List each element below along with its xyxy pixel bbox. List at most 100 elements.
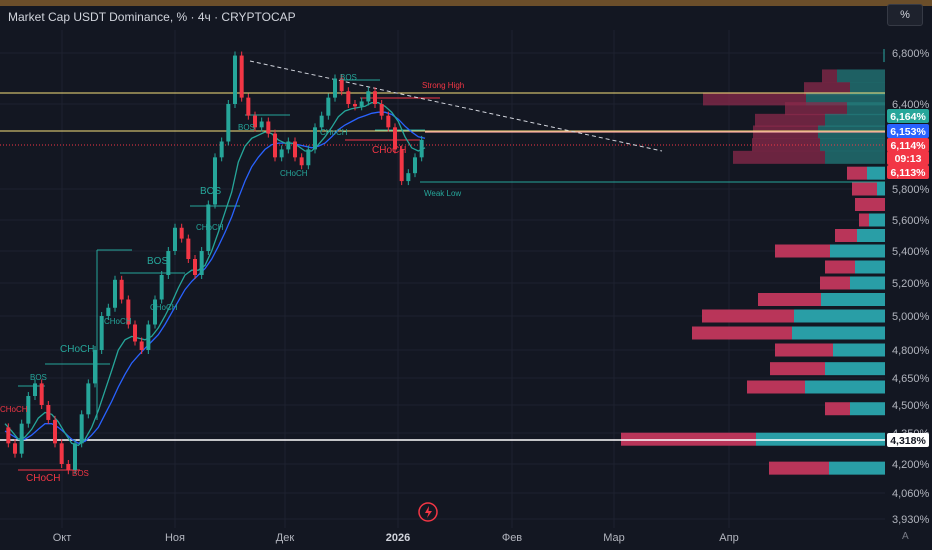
- x-tick-label: Апр: [719, 532, 738, 544]
- volume-bar-down: [855, 198, 885, 211]
- candle-body: [353, 104, 357, 107]
- candle-body: [213, 157, 217, 205]
- candle-body: [113, 279, 117, 308]
- candle-body: [73, 443, 77, 471]
- volume-bar-up: [825, 150, 885, 164]
- candle-body: [399, 149, 404, 182]
- candle-body: [319, 115, 324, 128]
- candle-body: [206, 204, 211, 251]
- volume-bar-down: [692, 326, 792, 340]
- candle-body: [199, 251, 204, 275]
- structure-annotation: CHoCH: [196, 223, 224, 232]
- candle-body: [373, 91, 377, 104]
- price-tag: [887, 109, 929, 123]
- price-tag-label: 6,164%: [890, 111, 926, 123]
- price-tag: [887, 151, 929, 165]
- volume-bar-up: [837, 69, 885, 83]
- price-tag-label: 6,113%: [890, 167, 926, 179]
- candle-body: [19, 423, 24, 454]
- candle-body: [359, 101, 364, 107]
- candle-body: [259, 121, 264, 128]
- volume-bar-down: [621, 432, 756, 446]
- candle-body: [286, 141, 291, 150]
- y-tick-label: 5,600%: [892, 215, 930, 227]
- volume-bar-up: [792, 326, 885, 340]
- structure-annotation: CHoCH: [104, 317, 132, 326]
- candle-body: [13, 443, 17, 454]
- candle-body: [333, 78, 337, 98]
- candle-body: [46, 405, 51, 420]
- structure-annotation: CHoCH: [150, 303, 178, 312]
- price-tag-label: 4,318%: [890, 435, 926, 447]
- price-tags: 6,164% 6,153% 6,114%09:13 6,113% 4,318%: [887, 109, 929, 447]
- volume-bar-down: [747, 380, 805, 394]
- volume-bar-down: [775, 343, 833, 357]
- y-tick-label: 4,500%: [892, 400, 930, 412]
- candle-body: [366, 91, 371, 102]
- y-tick-label: 4,800%: [892, 345, 930, 357]
- volume-bar-down: [785, 102, 847, 116]
- candle-body: [166, 251, 171, 275]
- candle-body: [226, 104, 231, 142]
- structure-annotation: Weak Low: [424, 189, 461, 198]
- candle-body: [339, 78, 344, 92]
- volume-bar-down: [825, 260, 855, 274]
- y-tick-label: 3,930%: [892, 514, 930, 526]
- top-accent-bar: [0, 0, 932, 6]
- x-tick-label: Ноя: [165, 532, 185, 544]
- candle-body: [66, 464, 71, 471]
- x-axis: Окт Ноя Дек 2026 Фев Мар Апр: [53, 532, 739, 544]
- candle-body: [273, 133, 277, 158]
- volume-bar-up: [806, 92, 885, 106]
- candle-body: [79, 414, 84, 444]
- replay-icon[interactable]: [418, 502, 438, 522]
- price-tag-label: 09:13: [895, 153, 922, 165]
- volume-bar-down: [769, 461, 829, 475]
- structure-annotation: CHoCH: [26, 473, 60, 484]
- volume-bar-down: [820, 276, 850, 290]
- y-tick-label: 5,200%: [892, 278, 930, 290]
- x-tick-label: 2026: [386, 532, 410, 544]
- y-tick-label: 4,200%: [892, 459, 930, 471]
- volume-bar-up: [857, 229, 885, 242]
- price-tag: [887, 124, 929, 138]
- candle-body: [293, 141, 297, 158]
- volume-bar-down: [755, 113, 825, 127]
- y-tick-label: 5,800%: [892, 184, 930, 196]
- volume-bar-up: [867, 166, 885, 180]
- candle-body: [139, 341, 144, 350]
- candle-body: [193, 259, 197, 275]
- volume-bar-down: [835, 229, 857, 242]
- y-tick-label: 5,400%: [892, 246, 930, 258]
- volume-bar-up: [883, 49, 885, 63]
- y-tick-label: 4,060%: [892, 488, 930, 500]
- structure-annotation: Strong High: [422, 81, 464, 90]
- volume-bar-up: [829, 461, 885, 475]
- candle-body: [419, 139, 424, 158]
- volume-bar-up: [825, 113, 885, 127]
- percent-scale-button[interactable]: %: [887, 4, 923, 26]
- candle-body: [26, 396, 31, 424]
- volume-bar-up: [756, 432, 885, 446]
- volume-bar-up: [833, 343, 885, 357]
- candle-body: [233, 55, 237, 104]
- structure-annotation: CHoCH: [0, 405, 28, 414]
- candle-body: [346, 91, 351, 104]
- candle-body: [306, 149, 311, 166]
- price-tag-label: 6,114%: [890, 140, 926, 152]
- auto-scale-button[interactable]: A: [902, 531, 909, 542]
- candle-body: [386, 115, 391, 128]
- y-axis: 6,800% 6,400% 5,800% 5,600% 5,400% 5,200% 5,00…: [892, 48, 930, 526]
- volume-bar-up: [825, 362, 885, 376]
- structure-annotation: BOS: [238, 123, 255, 132]
- candle-body: [6, 427, 11, 444]
- candle-body: [279, 149, 284, 158]
- structure-annotation: BOS: [200, 186, 221, 197]
- volume-bar-down: [859, 213, 869, 227]
- volume-bar-down: [822, 69, 837, 83]
- candle-body: [153, 299, 157, 325]
- y-tick-label: 5,000%: [892, 311, 930, 323]
- candle-body: [406, 173, 411, 182]
- x-tick-label: Дек: [276, 532, 295, 544]
